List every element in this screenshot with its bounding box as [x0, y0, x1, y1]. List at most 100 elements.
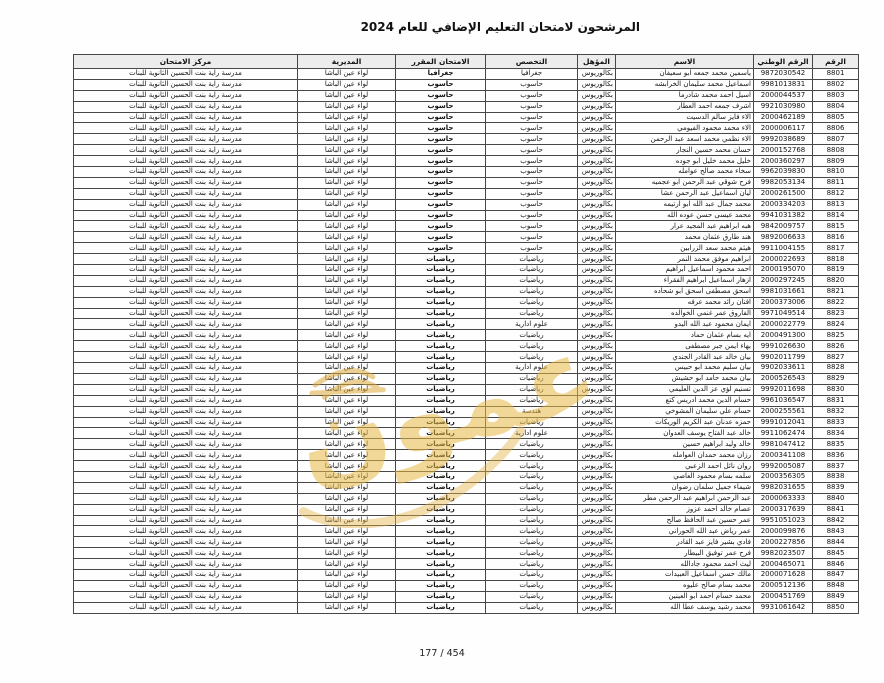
cell-directorate: لواء عين الباشا	[297, 285, 396, 298]
cell-number: 8850	[812, 601, 859, 614]
cell-name: شيماء جميل سلمان رضوان	[615, 481, 754, 494]
cell-national-id: 9981031661	[753, 285, 813, 298]
header-scheduled-exam: الامتحان المقرر	[395, 54, 486, 69]
cell-number: 8839	[812, 481, 859, 494]
cell-name: بهاء ايمن جبر مصطفى	[615, 340, 754, 353]
cell-scheduled-exam: رياضيات	[395, 503, 486, 516]
cell-national-id: 2000491300	[753, 329, 813, 342]
cell-number: 8814	[812, 209, 859, 222]
cell-scheduled-exam: رياضيات	[395, 307, 486, 320]
cell-exam-center: مدرسة راية بنت الحسين الثانوية للبنات	[73, 590, 298, 603]
header-qualification: المؤهل	[577, 54, 616, 69]
cell-directorate: لواء عين الباشا	[297, 351, 396, 364]
cell-national-id: 9902011799	[753, 351, 813, 364]
cell-name: احمد محمود اسماعيل ابراهيم	[615, 264, 754, 276]
cell-directorate: لواء عين الباشا	[297, 307, 396, 320]
cell-specialization: رياضيات	[485, 470, 578, 483]
cell-scheduled-exam: رياضيات	[395, 416, 486, 429]
cell-qualification: بكالوريوس	[577, 285, 616, 298]
cell-scheduled-exam: حاسوب	[395, 133, 486, 146]
cell-specialization: رياضيات	[485, 492, 578, 505]
cell-national-id: 2000360297	[753, 155, 813, 168]
cell-national-id: 9951051023	[753, 514, 813, 527]
cell-national-id: 9981047412	[753, 438, 813, 451]
cell-national-id: 9992011698	[753, 383, 813, 396]
cell-national-id: 2000451769	[753, 590, 813, 603]
cell-specialization: رياضيات	[485, 296, 578, 309]
cell-qualification: بكالوريوس	[577, 242, 616, 255]
table-row: 8836 2000341108 رزان محمد حمدان العوامله…	[73, 449, 859, 462]
cell-directorate: لواء عين الباشا	[297, 514, 396, 527]
cell-scheduled-exam: رياضيات	[395, 383, 486, 396]
cell-specialization: رياضيات	[485, 579, 578, 592]
cell-name: مالك حسن اسماعيل العبيدات	[615, 568, 754, 581]
cell-qualification: بكالوريوس	[577, 78, 616, 91]
cell-national-id: 9982053134	[753, 176, 813, 189]
cell-specialization: حاسوب	[485, 133, 578, 146]
cell-exam-center: مدرسة راية بنت الحسين الثانوية للبنات	[73, 318, 298, 331]
cell-name: الاء فايز سالم الدسيت	[615, 111, 754, 124]
cell-national-id: 2000022779	[753, 318, 813, 331]
table-row: 8807 9992038689 الاء نظمي محمد اسعد عبد …	[73, 133, 859, 146]
cell-qualification: بكالوريوس	[577, 274, 616, 287]
cell-directorate: لواء عين الباشا	[297, 340, 396, 353]
cell-directorate: لواء عين الباشا	[297, 176, 396, 189]
cell-directorate: لواء عين الباشا	[297, 558, 396, 570]
cell-qualification: بكالوريوس	[577, 187, 616, 200]
cell-number: 8804	[812, 100, 859, 113]
cell-number: 8826	[812, 340, 859, 353]
cell-national-id: 9911004155	[753, 242, 813, 255]
cell-specialization: رياضيات	[485, 372, 578, 385]
cell-directorate: لواء عين الباشا	[297, 100, 396, 113]
cell-scheduled-exam: رياضيات	[395, 438, 486, 451]
cell-directorate: لواء عين الباشا	[297, 68, 396, 80]
cell-specialization: حاسوب	[485, 122, 578, 135]
cell-national-id: 2000526543	[753, 372, 813, 385]
cell-name: عبد الرحمن ابراهيم عبد الرحمن مطر	[615, 492, 754, 505]
cell-qualification: بكالوريوس	[577, 329, 616, 342]
cell-name: خالد عبد الفتاح يوسف العدوان	[615, 427, 754, 440]
cell-name: فرح شوقي عبد الرحمن ابو عجميه	[615, 176, 754, 189]
cell-qualification: بكالوريوس	[577, 318, 616, 331]
cell-name: خليل محمد خليل ابو جوده	[615, 155, 754, 168]
cell-number: 8808	[812, 144, 859, 157]
table-row: 8841 2000317639 عصام خالد احمد عزوز بكال…	[73, 503, 859, 516]
cell-scheduled-exam: حاسوب	[395, 166, 486, 178]
cell-national-id: 9992005087	[753, 460, 813, 472]
cell-number: 8840	[812, 492, 859, 505]
cell-national-id: 9982031655	[753, 481, 813, 494]
cell-name: حسام علي سليمان المشوخي	[615, 405, 754, 418]
cell-scheduled-exam: رياضيات	[395, 470, 486, 483]
cell-name: خالد وليد ابراهيم حسين	[615, 438, 754, 451]
cell-scheduled-exam: حاسوب	[395, 78, 486, 91]
table-row: 8803 2000044537 اسيل احمد محمد شادرما بك…	[73, 89, 859, 102]
header-specialization: التخصص	[485, 54, 578, 69]
cell-exam-center: مدرسة راية بنت الحسين الثانوية للبنات	[73, 231, 298, 244]
cell-directorate: لواء عين الباشا	[297, 198, 396, 211]
cell-name: محمد عيسى حسن عوده الله	[615, 209, 754, 222]
table-row: 8801 9872030542 ياسمين محمد جمعه ابو سعي…	[73, 68, 859, 80]
cell-exam-center: مدرسة راية بنت الحسين الثانوية للبنات	[73, 503, 298, 516]
header-row: الرقم الرقم الوطني الاسم المؤهل التخصص ا…	[73, 54, 859, 69]
cell-directorate: لواء عين الباشا	[297, 383, 396, 396]
header-number: الرقم	[812, 54, 859, 69]
table-row: 8850 9931061642 محمد رشيد يوسف عطا الله …	[73, 601, 859, 614]
cell-qualification: بكالوريوس	[577, 460, 616, 472]
cell-specialization: حاسوب	[485, 198, 578, 211]
cell-national-id: 9971049514	[753, 307, 813, 320]
cell-national-id: 9981013831	[753, 78, 813, 91]
table-row: 8811 9982053134 فرح شوقي عبد الرحمن ابو …	[73, 176, 859, 189]
table-row: 8846 2000465071 ليث احمد محمود جادالله ب…	[73, 558, 859, 570]
cell-name: بيان محمد حامد ابو حشيش	[615, 372, 754, 385]
cell-specialization: حاسوب	[485, 176, 578, 189]
cell-directorate: لواء عين الباشا	[297, 525, 396, 538]
cell-directorate: لواء عين الباشا	[297, 329, 396, 342]
cell-specialization: رياضيات	[485, 383, 578, 396]
cell-national-id: 2000227856	[753, 536, 813, 549]
cell-scheduled-exam: حاسوب	[395, 144, 486, 157]
cell-qualification: بكالوريوس	[577, 558, 616, 570]
cell-name: ليث احمد محمود جادالله	[615, 558, 754, 570]
cell-directorate: لواء عين الباشا	[297, 547, 396, 560]
cell-specialization: حاسوب	[485, 155, 578, 168]
cell-national-id: 2000462189	[753, 111, 813, 124]
